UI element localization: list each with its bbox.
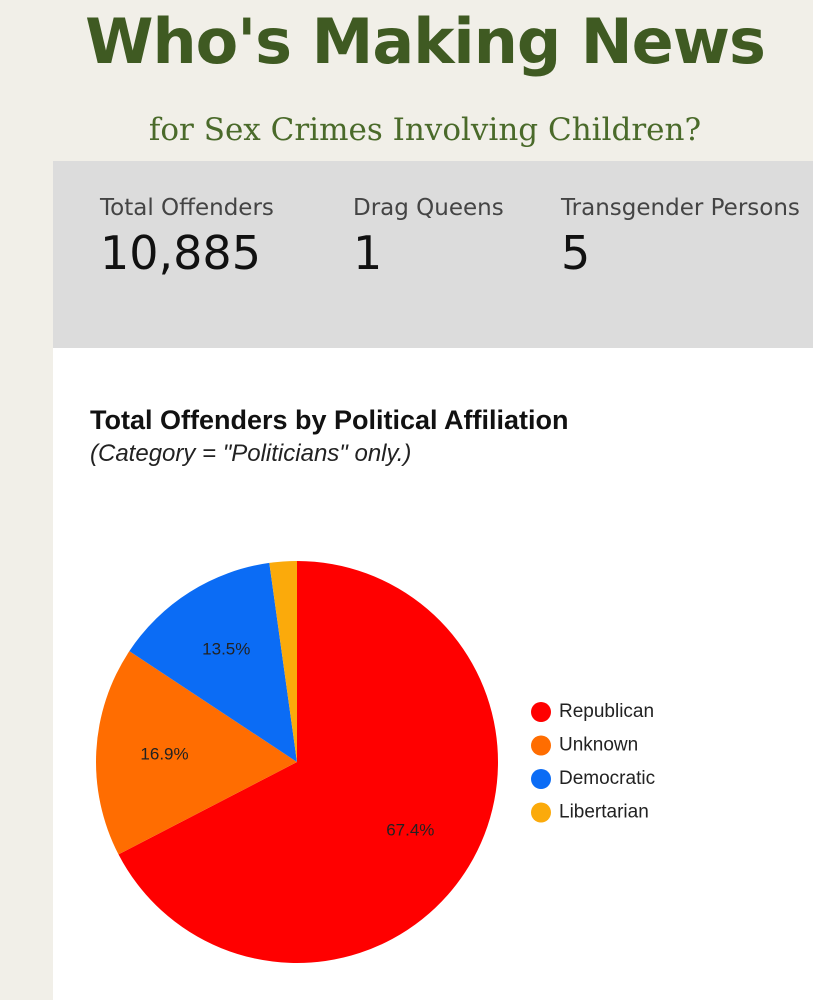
- pie-slice-libertarian: [269, 561, 297, 762]
- stat-total-offenders: Total Offenders 10,885: [100, 193, 274, 283]
- stat-label: Transgender Persons: [561, 195, 800, 221]
- stat-label: Total Offenders: [100, 195, 274, 221]
- stat-value: 5: [561, 226, 591, 280]
- page-subtitle: for Sex Crimes Involving Children?: [148, 112, 702, 148]
- legend-marker-unknown: [531, 735, 551, 756]
- legend-label-unknown: Unknown: [559, 735, 638, 756]
- page-title: Who's Making News: [85, 5, 766, 78]
- header: Who's Making News for Sex Crimes Involvi…: [0, 0, 795, 160]
- stat-drag-queens: Drag Queens 1: [353, 193, 504, 283]
- chart-title: Total Offenders by Political Affiliation: [90, 405, 569, 435]
- legend-label-democratic: Democratic: [559, 768, 655, 789]
- chart-panel: Total Offenders by Political Affiliation…: [53, 348, 813, 1000]
- legend-marker-libertarian: [531, 802, 551, 823]
- stat-value: 10,885: [100, 226, 261, 280]
- pie-label-republican: 67.4%: [386, 820, 434, 839]
- legend-marker-republican: [531, 702, 551, 722]
- pie-slice-democratic: [129, 562, 297, 762]
- legend-label-republican: Republican: [559, 701, 654, 722]
- legend-marker-democratic: [531, 769, 551, 789]
- stat-transgender-persons: Transgender Persons 5: [561, 193, 800, 283]
- stat-label: Drag Queens: [353, 195, 504, 221]
- legend-label-libertarian: Libertarian: [559, 802, 649, 823]
- pie-label-democratic: 13.5%: [202, 639, 250, 658]
- pie-label-unknown: 16.9%: [140, 744, 188, 763]
- stat-value: 1: [353, 226, 383, 280]
- pie-slice-republican: [118, 561, 498, 964]
- stats-panel: Total Offenders 10,885 Drag Queens 1 Tra…: [53, 161, 813, 348]
- chart-subtitle: (Category = "Politicians" only.): [90, 440, 412, 467]
- pie-chart: 67.4% 16.9% 13.5% Republican Unknown Democrat…: [95, 561, 655, 964]
- pie-slice-unknown: [95, 651, 297, 855]
